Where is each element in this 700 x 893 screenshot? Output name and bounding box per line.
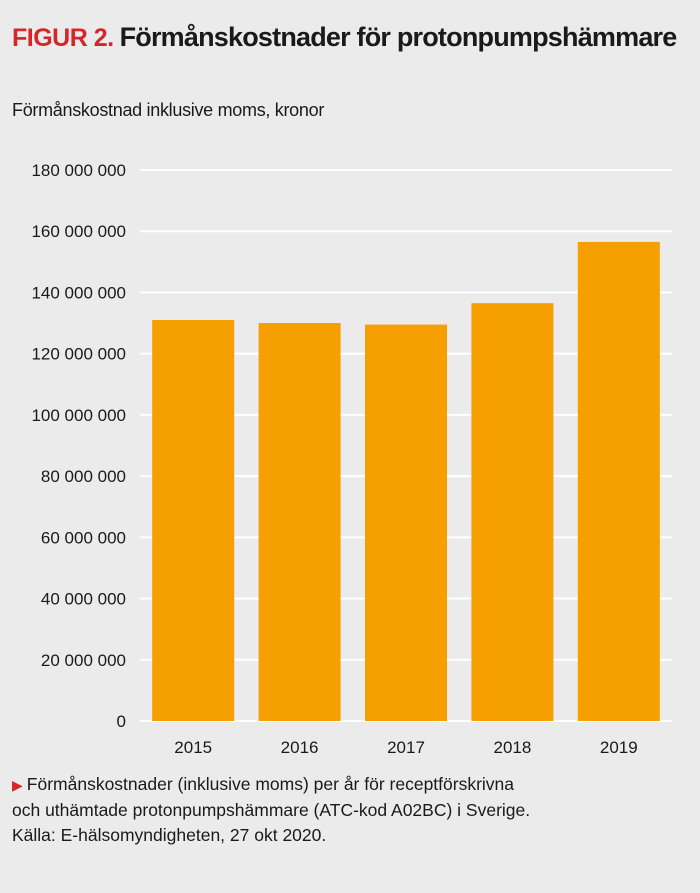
x-tick-label: 2018 <box>493 738 531 757</box>
bar-2018 <box>471 303 554 721</box>
triangle-right-icon: ▶ <box>12 777 23 793</box>
y-tick-label: 0 <box>117 712 126 731</box>
y-tick-labels: 0 20 000 000 40 000 000 60 000 000 80 000 00… <box>31 161 126 731</box>
y-tick-label: 180 000 000 <box>31 161 126 180</box>
bar-2016 <box>258 323 341 721</box>
y-tick-label: 40 000 000 <box>41 590 126 609</box>
y-tick-label: 160 000 000 <box>31 222 126 241</box>
caption-text-1: Förmånskostnader (inklusive moms) per år… <box>26 774 515 794</box>
y-tick-label: 140 000 000 <box>31 283 126 302</box>
bar-2015 <box>152 319 235 721</box>
page-title: Förmånskostnader för protonpumpshämmare <box>119 22 678 52</box>
x-tick-labels: 2015 2016 2017 2018 2019 <box>174 738 637 757</box>
bar-2019 <box>577 241 660 722</box>
caption-line-1: ▶ Förmånskostnader (inklusive moms) per å… <box>12 772 688 798</box>
x-tick-label: 2016 <box>281 738 319 757</box>
bars <box>152 241 660 722</box>
bar-chart: 0 20 000 000 40 000 000 60 000 000 80 000 00… <box>31 161 672 757</box>
x-tick-label: 2015 <box>174 738 212 757</box>
y-tick-label: 60 000 000 <box>41 528 126 547</box>
bar-2017 <box>365 324 447 721</box>
y-axis-label: Förmånskostnad inklusive moms, kronor <box>12 100 325 120</box>
figure-caption: ▶ Förmånskostnader (inklusive moms) per å… <box>12 772 688 848</box>
caption-line-3: Källa: E-hälsomyndigheten, 27 okt 2020. <box>12 825 327 845</box>
y-tick-label: 100 000 000 <box>31 406 126 425</box>
figure-label: FIGUR 2. <box>12 24 114 52</box>
y-tick-label: 20 000 000 <box>41 651 126 670</box>
caption-line-2: och uthämtade protonpumpshämmare (ATC-ko… <box>12 800 531 820</box>
x-tick-label: 2017 <box>387 738 425 757</box>
y-tick-label: 80 000 000 <box>41 467 126 486</box>
y-tick-label: 120 000 000 <box>31 345 126 364</box>
figure-title-row: FIGUR 2. Förmånskostnader för protonpumps… <box>12 22 692 53</box>
x-tick-label: 2019 <box>600 738 638 757</box>
